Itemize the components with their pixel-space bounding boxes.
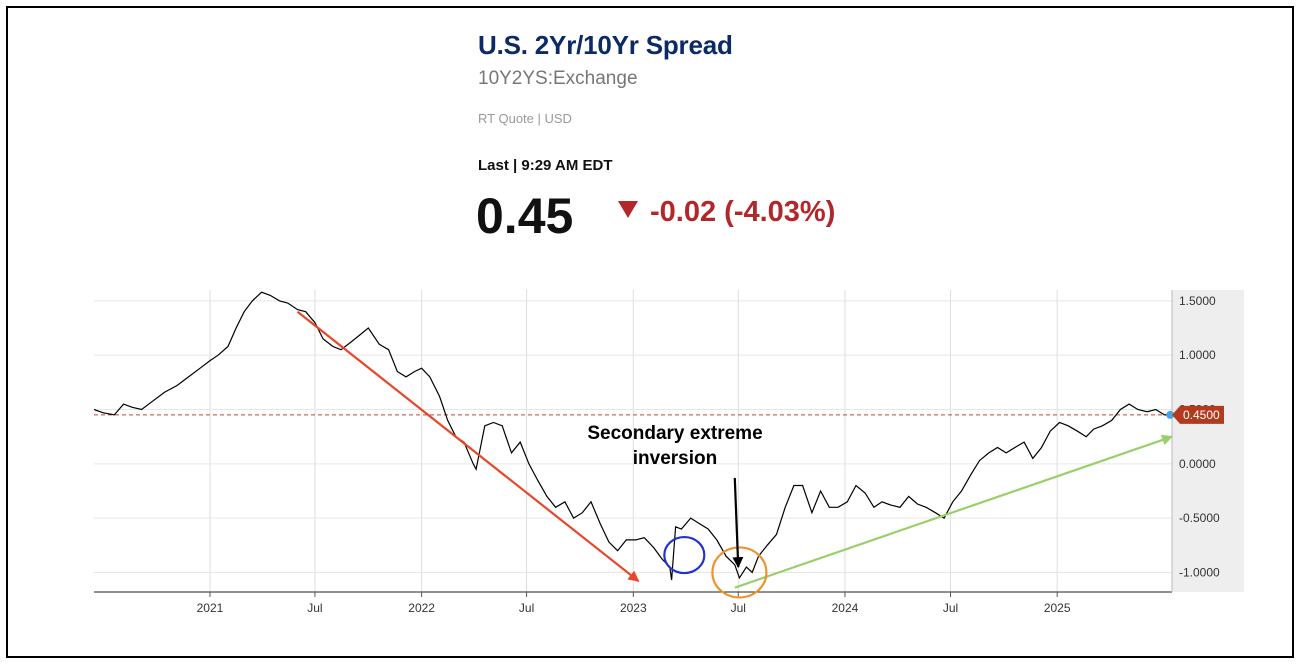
y-axis-panel — [1172, 290, 1244, 592]
price-change: -0.02 (-4.03%) — [618, 196, 835, 229]
annotation-text-line1: Secondary extreme — [587, 423, 762, 444]
y-tick-label: 1.0000 — [1179, 348, 1216, 362]
annotation-pointer-arrow — [732, 477, 744, 569]
chart-title: U.S. 2Yr/10Yr Spread — [478, 30, 733, 60]
last-value-tag: 0.4500 — [1172, 405, 1224, 424]
recovery-trend-arrow — [734, 434, 1174, 589]
y-tick-label: -0.5000 — [1179, 511, 1220, 525]
x-tick-label: Jul — [307, 601, 322, 615]
blue-highlight-circle — [663, 535, 706, 575]
quote-type: RT Quote | USD — [478, 111, 572, 126]
figure-frame — [6, 6, 1294, 658]
spread-series-line — [93, 291, 1171, 581]
x-tick-label: Jul — [943, 601, 958, 615]
y-tick-label: 1.5000 — [1179, 294, 1216, 308]
last-updated: Last | 9:29 AM EDT — [478, 157, 613, 174]
x-tick-label: 2024 — [832, 601, 859, 615]
orange-highlight-circle — [711, 546, 768, 599]
x-tick-label: Jul — [731, 601, 746, 615]
last-value-tag-label: 0.4500 — [1183, 408, 1220, 422]
decline-trend-arrow — [296, 310, 640, 582]
x-axis-ticks: 2021 Jul 2022 Jul 2023 Jul 2024 Jul 2025 — [197, 592, 1071, 615]
y-tick-label: 0.0000 — [1179, 457, 1216, 471]
x-tick-label: 2022 — [408, 601, 435, 615]
ticker-symbol: 10Y2YS:Exchange — [478, 68, 638, 89]
x-tick-label: 2023 — [620, 601, 647, 615]
down-triangle-icon — [618, 201, 638, 218]
x-tick-label: Jul — [519, 601, 534, 615]
y-tick-label: -1.0000 — [1179, 565, 1220, 579]
x-tick-label: 2025 — [1044, 601, 1071, 615]
last-value-dot — [1166, 410, 1175, 419]
x-tick-label: 2021 — [197, 601, 224, 615]
last-price: 0.45 — [476, 188, 574, 244]
annotation-text-line2: inversion — [633, 448, 717, 469]
price-change-value: -0.02 (-4.03%) — [650, 196, 836, 228]
